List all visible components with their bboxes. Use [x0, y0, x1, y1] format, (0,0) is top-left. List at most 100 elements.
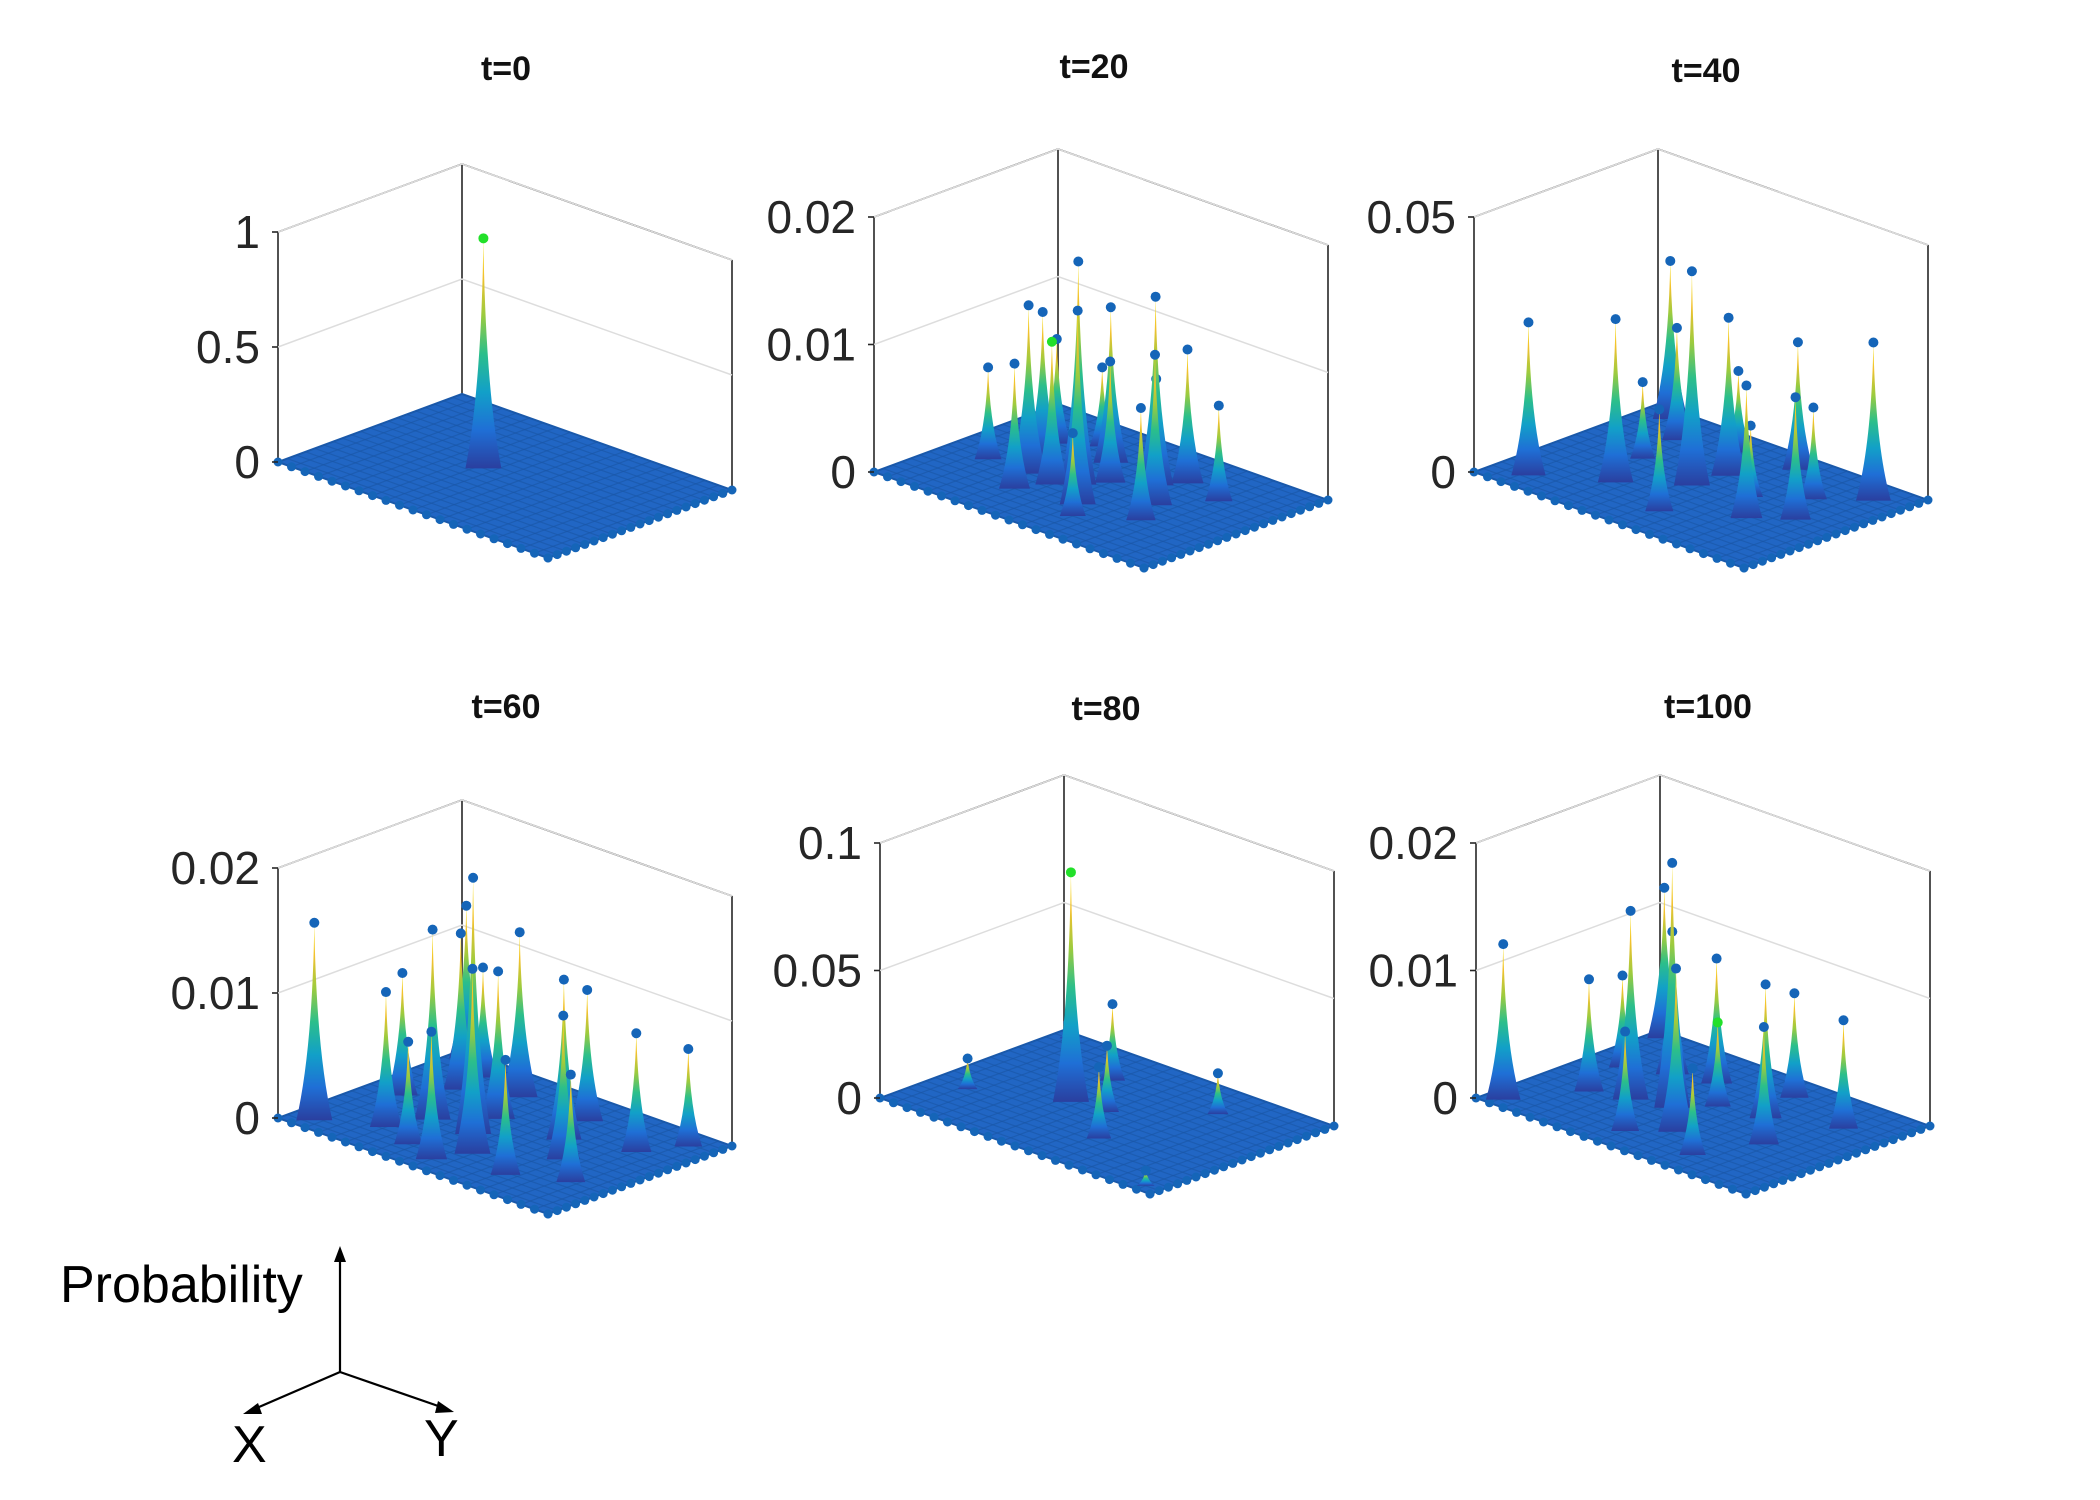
- edge-marker: [1794, 543, 1804, 553]
- edge-marker: [1265, 1145, 1275, 1155]
- z-tick-label: 1: [234, 206, 260, 258]
- peak-marker: [1150, 349, 1160, 360]
- initial-position-marker: [1712, 1017, 1723, 1028]
- edge-marker: [571, 543, 581, 553]
- edge-marker: [530, 1204, 539, 1214]
- mesh-line: [1076, 475, 1261, 545]
- edge-marker: [663, 1165, 673, 1175]
- probability-peak: [387, 973, 418, 1096]
- probability-peak: [1612, 910, 1649, 1100]
- edge-marker: [368, 1147, 377, 1157]
- edge-marker: [1231, 529, 1241, 539]
- edge-marker: [1831, 529, 1841, 539]
- mesh-line: [1008, 1049, 1280, 1147]
- probability-peak: [1828, 1020, 1859, 1129]
- edge-marker: [1004, 515, 1014, 525]
- probability-peak: [414, 929, 451, 1120]
- peak-marker: [1617, 970, 1628, 981]
- edge-marker: [449, 519, 458, 529]
- edge-marker: [1796, 1169, 1806, 1179]
- edge-marker: [956, 1122, 966, 1132]
- edge-marker: [1577, 505, 1587, 515]
- x-label: X: [232, 1416, 267, 1474]
- edge-marker: [552, 550, 562, 560]
- peak-marker: [1733, 366, 1744, 376]
- peak-marker: [309, 917, 320, 928]
- edge-marker: [1045, 529, 1054, 539]
- peak-marker: [1625, 905, 1636, 916]
- peak-marker: [403, 1036, 414, 1047]
- probability-peak: [556, 1074, 586, 1183]
- probability-peak: [1799, 407, 1827, 500]
- edge-marker: [1672, 539, 1681, 549]
- edge-marker: [991, 510, 1000, 520]
- edge-marker: [381, 495, 391, 505]
- edge-marker: [1840, 526, 1850, 536]
- edge-marker: [1728, 1184, 1737, 1194]
- edge-marker: [607, 1185, 617, 1195]
- mesh-line: [1705, 1111, 1890, 1181]
- peak-marker: [1687, 1063, 1698, 1074]
- mesh-line: [990, 1056, 1261, 1154]
- probability-peak: [974, 367, 1002, 460]
- probability-peak: [296, 922, 333, 1121]
- gridline: [277, 163, 733, 261]
- probability-peak: [1749, 984, 1782, 1119]
- edge-marker: [1145, 1189, 1155, 1199]
- edge-marker: [1748, 560, 1758, 570]
- mesh-line: [1089, 480, 1275, 550]
- edge-marker: [1525, 1112, 1535, 1122]
- mesh-line: [520, 1135, 706, 1205]
- peak-marker: [1659, 882, 1670, 893]
- edge-marker: [1323, 495, 1333, 505]
- z-tick-label: 0: [830, 446, 856, 498]
- peak-marker: [1665, 255, 1676, 266]
- edge-marker: [580, 1195, 590, 1205]
- edge-marker: [1510, 481, 1519, 491]
- probability-peak: [1086, 1067, 1112, 1139]
- edge-marker: [1868, 515, 1878, 525]
- edge-marker: [937, 491, 946, 501]
- edge-marker: [1550, 496, 1560, 506]
- edge-marker: [408, 1161, 418, 1171]
- peak-marker: [1723, 312, 1734, 323]
- gridline: [1473, 148, 1929, 246]
- edge-marker: [1618, 520, 1627, 530]
- panel-title: t=20: [1060, 48, 1129, 86]
- y-label: Y: [424, 1410, 459, 1468]
- peak-marker: [1637, 377, 1648, 388]
- edge-marker: [589, 1192, 599, 1202]
- mesh-line: [388, 420, 659, 518]
- edge-marker: [435, 1171, 445, 1181]
- edge-marker: [1148, 560, 1158, 570]
- edge-marker: [1759, 1182, 1769, 1192]
- mesh-line: [461, 393, 733, 491]
- z-tick-label: 0.02: [170, 842, 260, 894]
- edge-marker: [598, 1189, 608, 1199]
- edge-marker: [1593, 1136, 1602, 1146]
- edge-marker: [395, 500, 404, 510]
- probability-peak: [454, 968, 491, 1154]
- edge-marker: [1051, 1155, 1060, 1165]
- edge-marker: [1861, 1145, 1871, 1155]
- edge-marker: [727, 1141, 737, 1151]
- probability-peak: [1654, 862, 1691, 1108]
- panel-t=100: 0 0.01 0.02 t=100: [1368, 688, 1935, 1199]
- peak-marker: [558, 974, 569, 985]
- edge-marker: [1167, 553, 1177, 563]
- peak-marker: [1686, 266, 1697, 277]
- edge-marker: [314, 471, 323, 481]
- peak-marker: [1102, 1040, 1112, 1051]
- edge-marker: [314, 1127, 323, 1137]
- peak-marker: [467, 963, 478, 974]
- gridline: [879, 901, 1335, 1000]
- edge-marker: [341, 1137, 350, 1147]
- edge-marker: [1687, 1170, 1697, 1180]
- edge-marker: [1118, 1179, 1128, 1189]
- edge-marker: [395, 1156, 404, 1166]
- edge-marker: [663, 509, 673, 519]
- edge-marker: [543, 553, 553, 563]
- z-arrowhead: [334, 1246, 346, 1262]
- edge-marker: [635, 1175, 645, 1185]
- edge-marker: [1895, 505, 1905, 515]
